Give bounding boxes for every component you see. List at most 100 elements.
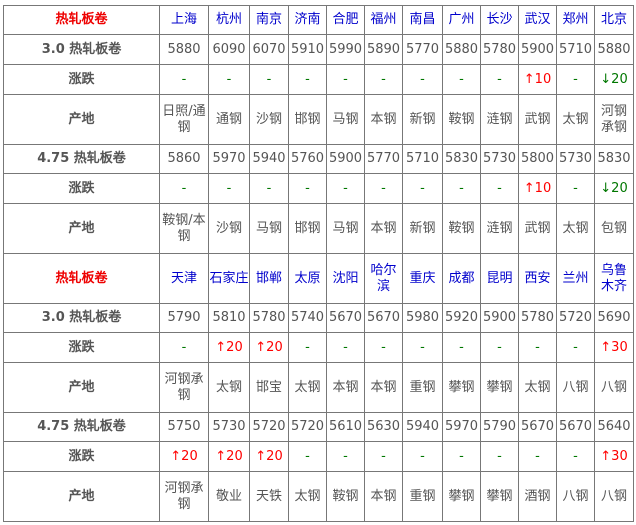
price-cell: 5940	[402, 412, 443, 442]
change-cell: ↑10	[518, 173, 557, 204]
origin-cell: 沙钢	[208, 203, 250, 254]
spec-label: 4.75 热轧板卷	[3, 144, 160, 174]
change-cell: -	[326, 332, 365, 363]
price-cell: 5730	[208, 412, 250, 442]
change-cell: ↓20	[594, 64, 634, 95]
spec-label: 3.0 热轧板卷	[3, 34, 160, 65]
price-cell: 5770	[364, 144, 403, 174]
origin-cell: 马钢	[249, 203, 289, 254]
city-header: 南昌	[402, 5, 443, 35]
change-cell: -	[326, 441, 365, 472]
origin-row: 产地 河钢承钢 太钢 邯宝 太钢 本钢 本钢 重钢 攀钢 攀钢 太钢 八钢 八钢	[3, 362, 634, 413]
price-cell: 5720	[249, 412, 289, 442]
price-cell: 5990	[326, 34, 365, 65]
change-cell: -	[364, 173, 403, 204]
origin-cell: 重钢	[402, 471, 443, 522]
city-header: 邯郸	[249, 253, 289, 304]
origin-cell: 鞍钢/本钢	[159, 203, 209, 254]
origin-row: 产地 日照/通钢 通钢 沙钢 邯钢 马钢 本钢 新钢 鞍钢 涟钢 武钢 太钢 河钢承钢	[3, 94, 634, 145]
city-header: 杭州	[208, 5, 250, 35]
change-label: 涨跌	[3, 64, 160, 95]
price-cell: 5630	[364, 412, 403, 442]
origin-cell: 敬业	[208, 471, 250, 522]
city-header: 天津	[159, 253, 209, 304]
origin-cell: 八钢	[594, 471, 634, 522]
origin-cell: 攀钢	[480, 471, 519, 522]
price-cell: 5730	[556, 144, 595, 174]
price-cell: 5780	[518, 303, 557, 333]
change-cell: ↑10	[518, 64, 557, 95]
change-cell: -	[442, 441, 481, 472]
origin-cell: 河钢承钢	[594, 94, 634, 145]
origin-cell: 鞍钢	[442, 203, 481, 254]
change-cell: -	[288, 441, 327, 472]
change-cell: -	[159, 173, 209, 204]
price-cell: 5710	[556, 34, 595, 65]
change-cell: ↑20	[208, 332, 250, 363]
price-cell: 5740	[288, 303, 327, 333]
price-cell: 5690	[594, 303, 634, 333]
price-cell: 5880	[159, 34, 209, 65]
change-cell: -	[556, 64, 595, 95]
section-title: 热轧板卷	[3, 253, 160, 304]
price-cell: 5940	[249, 144, 289, 174]
price-cell: 5900	[518, 34, 557, 65]
price-cell: 5900	[326, 144, 365, 174]
origin-cell: 邯钢	[288, 94, 327, 145]
origin-cell: 涟钢	[480, 203, 519, 254]
price-cell: 5780	[480, 34, 519, 65]
origin-cell: 马钢	[326, 203, 365, 254]
change-cell: -	[326, 173, 365, 204]
origin-cell: 新钢	[402, 94, 443, 145]
origin-cell: 沙钢	[249, 94, 289, 145]
price-cell: 5860	[159, 144, 209, 174]
change-cell: -	[208, 173, 250, 204]
price-cell: 5670	[364, 303, 403, 333]
change-cell: -	[249, 64, 289, 95]
change-cell: -	[288, 332, 327, 363]
price-cell: 5760	[288, 144, 327, 174]
origin-cell: 武钢	[518, 94, 557, 145]
origin-cell: 攀钢	[480, 362, 519, 413]
price-cell: 5880	[442, 34, 481, 65]
change-cell: -	[402, 64, 443, 95]
price-cell: 5770	[402, 34, 443, 65]
price-cell: 5670	[326, 303, 365, 333]
price-cell: 5910	[288, 34, 327, 65]
city-header: 昆明	[480, 253, 519, 304]
city-header: 武汉	[518, 5, 557, 35]
city-header: 南京	[249, 5, 289, 35]
origin-cell: 涟钢	[480, 94, 519, 145]
origin-cell: 鞍钢	[442, 94, 481, 145]
price-cell: 5750	[159, 412, 209, 442]
change-cell: -	[364, 332, 403, 363]
change-cell: -	[556, 332, 595, 363]
origin-cell: 本钢	[364, 362, 403, 413]
price-cell: 5800	[518, 144, 557, 174]
origin-cell: 攀钢	[442, 471, 481, 522]
header-row: 热轧板卷 上海 杭州 南京 济南 合肥 福州 南昌 广州 长沙 武汉 郑州 北京	[3, 5, 634, 35]
change-cell: ↑30	[594, 441, 634, 472]
city-header: 石家庄	[208, 253, 250, 304]
origin-label: 产地	[3, 471, 160, 522]
change-cell: -	[480, 64, 519, 95]
city-header: 兰州	[556, 253, 595, 304]
price-cell: 5830	[442, 144, 481, 174]
change-cell: -	[442, 332, 481, 363]
change-cell: ↑20	[249, 332, 289, 363]
origin-cell: 邯宝	[249, 362, 289, 413]
change-cell: -	[518, 332, 557, 363]
price-row: 4.75 热轧板卷 5860 5970 5940 5760 5900 5770 5710 583…	[3, 144, 634, 174]
origin-cell: 天铁	[249, 471, 289, 522]
section-title: 热轧板卷	[3, 5, 160, 35]
change-row: 涨跌 - - - - - - - - - ↑10- ↓20	[3, 173, 634, 204]
price-cell: 5720	[288, 412, 327, 442]
price-cell: 6070	[249, 34, 289, 65]
city-header: 郑州	[556, 5, 595, 35]
price-cell: 5900	[480, 303, 519, 333]
city-header: 成都	[442, 253, 481, 304]
change-cell: -	[480, 332, 519, 363]
change-cell: -	[442, 173, 481, 204]
price-cell: 5970	[208, 144, 250, 174]
change-cell: -	[159, 332, 209, 363]
